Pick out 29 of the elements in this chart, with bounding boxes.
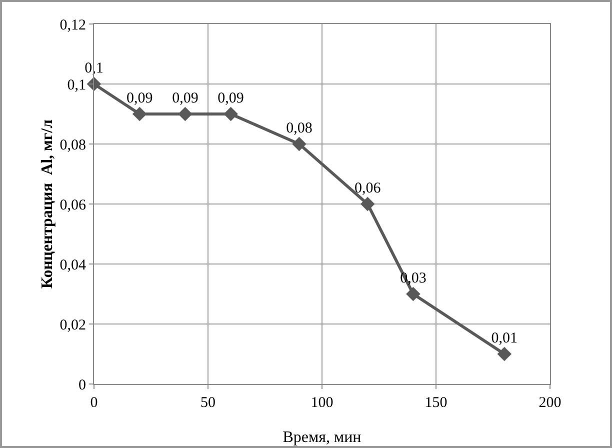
x-axis-title: Время, мин — [282, 429, 362, 446]
y-tick-label: 0 — [78, 377, 86, 394]
y-tick-label: 0,02 — [60, 317, 86, 334]
data-label: 0,09 — [172, 90, 198, 106]
x-tick-label: 150 — [424, 395, 448, 411]
x-tick-label: 200 — [538, 395, 562, 411]
y-tick-label: 0,04 — [60, 257, 86, 274]
point — [86, 76, 102, 92]
point — [132, 106, 147, 122]
x-tick-label: 100 — [310, 395, 334, 411]
y-tick-label: 0,06 — [60, 197, 86, 214]
point — [292, 136, 306, 152]
data-label: 0,06 — [354, 180, 382, 196]
point — [406, 286, 420, 302]
point — [497, 346, 512, 362]
data-label: 0,01 — [491, 330, 518, 346]
y-tick-label: 0,08 — [60, 137, 86, 154]
data-label: 0,1 — [84, 60, 104, 76]
x-tick-label: 0 — [90, 395, 98, 411]
point — [224, 106, 238, 122]
point — [360, 196, 375, 212]
data-label: 0,09 — [218, 90, 244, 106]
data-label: 0,08 — [286, 120, 312, 136]
point — [178, 106, 192, 122]
data-label: 0,09 — [126, 90, 153, 106]
y-axis-title: Концентрация Al, мг/л — [39, 119, 56, 289]
y-tick-label: 0,12 — [60, 17, 86, 34]
y-tick-label: 0,1 — [67, 77, 86, 94]
x-tick-label: 50 — [200, 395, 216, 411]
